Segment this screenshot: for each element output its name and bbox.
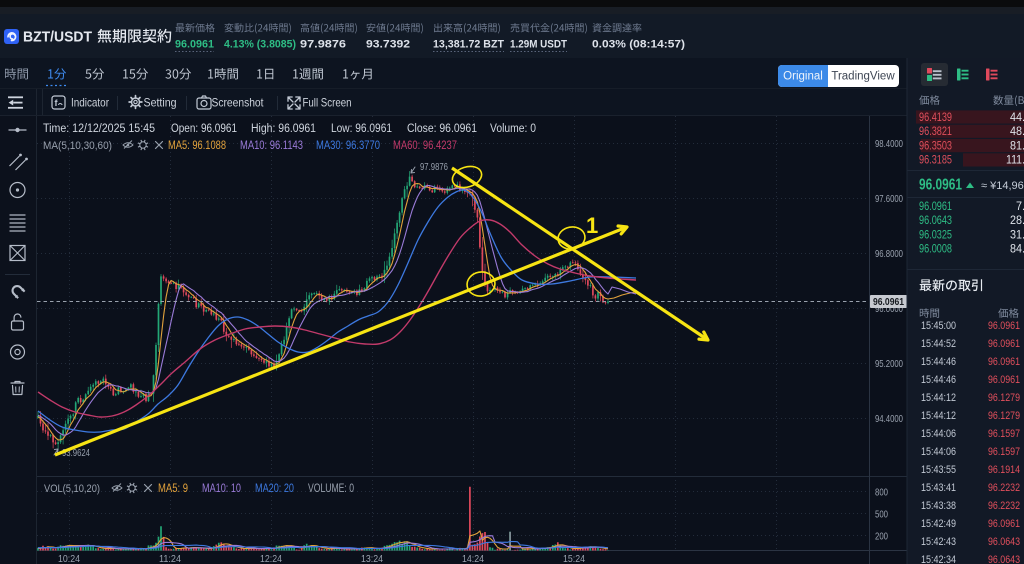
svg-text:12:24: 12:24 [260, 553, 282, 564]
svg-text:MA60: 96.4237: MA60: 96.4237 [393, 140, 457, 152]
svg-text:15:42:43: 15:42:43 [921, 536, 956, 548]
svg-text:500: 500 [875, 508, 888, 520]
svg-text:1: 1 [586, 213, 598, 238]
svg-text:TradingView: TradingView [831, 71, 895, 83]
svg-text:Screenshot: Screenshot [212, 96, 265, 110]
svg-text:15:43:41: 15:43:41 [921, 482, 956, 494]
svg-text:Low: 96.0961: Low: 96.0961 [331, 123, 392, 135]
svg-text:Open: 96.0961: Open: 96.0961 [171, 123, 237, 135]
svg-text:48.: 48. [1010, 126, 1024, 138]
svg-text:1.29M USDT: 1.29M USDT [510, 39, 567, 51]
svg-text:MA30: 96.3770: MA30: 96.3770 [316, 140, 380, 152]
svg-text:96.3821: 96.3821 [919, 126, 952, 138]
svg-text:94.4000: 94.4000 [875, 413, 903, 425]
svg-text:96.0961: 96.0961 [919, 177, 962, 194]
svg-text:96.0961: 96.0961 [919, 201, 952, 213]
svg-text:96.2232: 96.2232 [988, 482, 1020, 494]
svg-text:98.4000: 98.4000 [875, 138, 903, 150]
svg-text:MA20: 20: MA20: 20 [255, 483, 294, 495]
svg-text:96.2232: 96.2232 [988, 500, 1020, 512]
svg-text:96.0961: 96.0961 [988, 374, 1020, 386]
svg-text:15:44:46: 15:44:46 [921, 356, 956, 368]
svg-text:97.9876: 97.9876 [300, 39, 346, 51]
svg-text:0.03% (08:14:57): 0.03% (08:14:57) [592, 39, 685, 51]
svg-text:96.1279: 96.1279 [988, 392, 1020, 404]
svg-text:96.1597: 96.1597 [988, 446, 1020, 458]
svg-text:VOL(5,10,20): VOL(5,10,20) [44, 483, 100, 495]
svg-text:96.0961: 96.0961 [988, 320, 1020, 332]
svg-text:96.0961: 96.0961 [988, 356, 1020, 368]
svg-text:97.9876: 97.9876 [420, 162, 448, 173]
svg-text:15:43:55: 15:43:55 [921, 464, 956, 476]
svg-text:MA10: 96.1143: MA10: 96.1143 [240, 140, 303, 152]
svg-text:MA5: 96.1088: MA5: 96.1088 [168, 140, 226, 152]
svg-text:7.: 7. [1016, 201, 1024, 213]
svg-text:BZT/USDT: BZT/USDT [23, 30, 92, 46]
svg-text:Full Screen: Full Screen [303, 96, 352, 110]
svg-text:96.4139: 96.4139 [919, 112, 952, 124]
svg-text:44.: 44. [1010, 112, 1024, 124]
svg-text:MA(5,10,30,60): MA(5,10,30,60) [43, 140, 112, 152]
svg-text:96.1279: 96.1279 [988, 410, 1020, 422]
svg-text:High: 96.0961: High: 96.0961 [251, 123, 316, 135]
svg-text:96.3185: 96.3185 [919, 155, 952, 167]
svg-text:Setting: Setting [144, 96, 177, 110]
svg-text:96.1914: 96.1914 [988, 464, 1020, 476]
svg-text:15:44:12: 15:44:12 [921, 410, 956, 422]
svg-text:31.: 31. [1010, 229, 1024, 241]
svg-text:14:24: 14:24 [462, 553, 484, 564]
svg-text:93.9624: 93.9624 [62, 448, 90, 459]
svg-text:15:44:52: 15:44:52 [921, 338, 956, 350]
svg-text:15:44:06: 15:44:06 [921, 446, 956, 458]
svg-text:15:42:34: 15:42:34 [921, 554, 956, 564]
svg-text:Close: 96.0961: Close: 96.0961 [407, 123, 477, 135]
svg-text:96.0008: 96.0008 [919, 244, 952, 256]
svg-text:96.0961: 96.0961 [988, 518, 1020, 530]
svg-text:96.0961: 96.0961 [873, 297, 904, 308]
svg-text:VOLUME: 0: VOLUME: 0 [308, 483, 354, 495]
svg-text:800: 800 [875, 486, 888, 498]
svg-text:15:44:12: 15:44:12 [921, 392, 956, 404]
svg-text:10:24: 10:24 [58, 553, 80, 564]
svg-text:81.: 81. [1010, 140, 1024, 152]
svg-text:15:24: 15:24 [563, 553, 585, 564]
svg-text:Original: Original [783, 71, 823, 83]
svg-text:15:44:46: 15:44:46 [921, 374, 956, 386]
svg-text:97.6000: 97.6000 [875, 193, 903, 205]
svg-text:Indicator: Indicator [71, 96, 109, 110]
svg-text:96.0643: 96.0643 [988, 536, 1020, 548]
svg-text:96.8000: 96.8000 [875, 248, 903, 260]
svg-text:MA10: 10: MA10: 10 [202, 483, 241, 495]
svg-text:Time: 12/12/2025 15:45: Time: 12/12/2025 15:45 [43, 123, 155, 135]
svg-text:28.: 28. [1010, 215, 1024, 227]
svg-text:96.0961: 96.0961 [175, 39, 214, 51]
svg-text:84.: 84. [1010, 244, 1024, 256]
svg-text:Volume: 0: Volume: 0 [490, 123, 536, 135]
svg-text:15:44:06: 15:44:06 [921, 428, 956, 440]
svg-text:11:24: 11:24 [159, 553, 181, 564]
svg-text:200: 200 [875, 530, 888, 542]
svg-text:f: f [55, 98, 59, 108]
svg-text:96.0643: 96.0643 [919, 215, 952, 227]
svg-text:93.7392: 93.7392 [366, 39, 410, 51]
svg-text:13,381.72 BZT: 13,381.72 BZT [433, 39, 504, 51]
svg-text:15:42:49: 15:42:49 [921, 518, 956, 530]
svg-text:96.3503: 96.3503 [919, 140, 952, 152]
svg-text:13:24: 13:24 [361, 553, 383, 564]
svg-text:15:43:38: 15:43:38 [921, 500, 956, 512]
svg-text:96.0325: 96.0325 [919, 229, 952, 241]
svg-text:95.2000: 95.2000 [875, 358, 903, 370]
svg-text:96.0643: 96.0643 [988, 554, 1020, 564]
svg-text:MA5: 9: MA5: 9 [158, 483, 188, 495]
svg-text:96.1597: 96.1597 [988, 428, 1020, 440]
svg-text:15:45:00: 15:45:00 [921, 320, 956, 332]
svg-text:111.: 111. [1006, 155, 1024, 167]
svg-text:≈ ¥14,968: ≈ ¥14,968 [981, 180, 1024, 192]
svg-text:4.13% (3.8085): 4.13% (3.8085) [224, 39, 296, 51]
svg-text:96.0961: 96.0961 [988, 338, 1020, 350]
